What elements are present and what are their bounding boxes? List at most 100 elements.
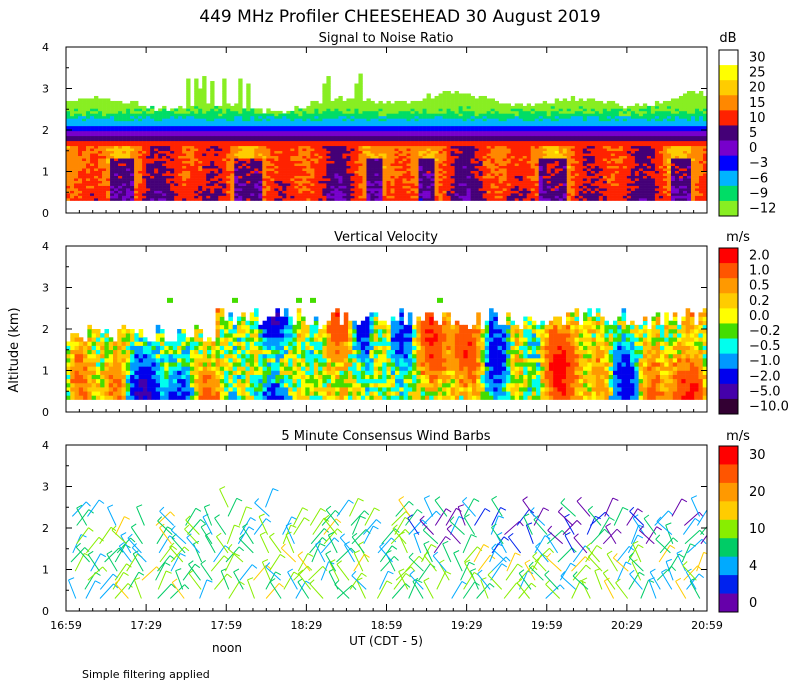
snr-cell	[230, 173, 235, 176]
snr-cell	[78, 128, 83, 132]
snr-cell	[430, 198, 435, 201]
snr-cell	[410, 118, 415, 122]
snr-cell	[130, 188, 135, 191]
snr-cell	[394, 135, 399, 139]
snr-cell	[82, 198, 87, 201]
snr-cell	[134, 168, 139, 171]
snr-cell	[98, 118, 103, 122]
snr-cell	[506, 140, 511, 144]
snr-cell	[70, 180, 75, 184]
snr-cell	[66, 183, 71, 186]
snr-cell	[98, 140, 103, 144]
snr-cell	[494, 135, 499, 139]
snr-cell	[214, 158, 219, 162]
snr-cell	[510, 140, 515, 144]
snr-cell	[82, 125, 87, 129]
snr-cell	[190, 143, 195, 147]
snr-cell	[378, 115, 383, 119]
snr-cell	[402, 163, 407, 166]
snr-cell	[378, 130, 383, 134]
snr-cell	[138, 198, 143, 201]
snr-cell	[174, 143, 179, 147]
snr-cell	[514, 138, 520, 142]
snr-cell	[98, 128, 103, 132]
snr-cell	[166, 193, 171, 196]
snr-cell	[354, 100, 359, 104]
snr-cell	[146, 115, 151, 119]
snr-cell	[358, 73, 363, 77]
snr-cell	[298, 158, 303, 162]
snr-cell	[230, 118, 235, 122]
snr-cell	[542, 158, 548, 162]
snr-cell	[314, 100, 319, 104]
snr-cell	[498, 178, 503, 181]
snr-cell	[530, 108, 536, 112]
snr-cell	[522, 183, 528, 186]
snr-cell	[214, 148, 219, 152]
snr-cell	[410, 100, 415, 104]
snr-cell	[274, 115, 279, 119]
snr-cell	[134, 110, 139, 114]
snr-cell	[554, 150, 560, 154]
snr-cell	[74, 145, 79, 149]
snr-cell	[250, 123, 255, 127]
snr-cell	[394, 155, 399, 159]
snr-cell	[406, 123, 411, 127]
snr-cell	[438, 163, 443, 166]
snr-cell	[202, 128, 207, 132]
snr-cell	[426, 193, 431, 196]
snr-cell	[514, 135, 520, 139]
snr-cell	[526, 133, 532, 137]
snr-cell	[238, 190, 243, 194]
snr-cell	[302, 138, 307, 142]
snr-cell	[462, 150, 467, 154]
snr-cell	[78, 100, 83, 104]
snr-cell	[338, 163, 343, 166]
snr-cell	[222, 165, 227, 169]
snr-cell	[382, 135, 387, 139]
snr-cell	[450, 163, 455, 166]
snr-cell	[374, 163, 379, 166]
snr-cell	[330, 195, 335, 199]
snr-cell	[102, 193, 107, 196]
snr-cell	[346, 185, 351, 189]
snr-cell	[166, 118, 171, 122]
snr-cell	[234, 105, 239, 109]
snr-cell	[438, 183, 443, 186]
snr-cell	[494, 165, 499, 169]
snr-cell	[506, 155, 511, 159]
snr-cell	[358, 110, 363, 114]
snr-cell	[482, 98, 487, 102]
snr-cell	[106, 165, 111, 169]
snr-cell	[182, 175, 187, 179]
snr-cell	[494, 178, 499, 181]
snr-cell	[134, 170, 139, 174]
snr-cell	[522, 193, 528, 196]
snr-cell	[462, 100, 467, 104]
snr-cell	[286, 163, 291, 166]
snr-cell	[502, 143, 507, 147]
snr-cell	[82, 110, 87, 114]
snr-cell	[302, 175, 307, 179]
snr-cell	[186, 135, 191, 139]
snr-cell	[394, 158, 399, 162]
snr-cell	[398, 123, 403, 127]
snr-cell	[86, 103, 91, 107]
snr-cell	[162, 128, 167, 132]
snr-cell	[218, 180, 223, 184]
snr-cell	[198, 198, 203, 201]
snr-cell	[418, 190, 423, 194]
snr-cell	[338, 133, 343, 137]
snr-cell	[406, 183, 411, 186]
snr-cell	[274, 145, 279, 149]
snr-cell	[294, 198, 299, 201]
snr-cell	[490, 163, 495, 166]
snr-cell	[306, 113, 311, 117]
snr-cell	[274, 160, 279, 164]
snr-cell	[178, 158, 183, 162]
snr-cell	[390, 143, 395, 147]
snr-cell	[118, 103, 123, 107]
snr-cell	[326, 145, 331, 149]
snr-cell	[550, 148, 556, 152]
snr-cell	[394, 123, 399, 127]
